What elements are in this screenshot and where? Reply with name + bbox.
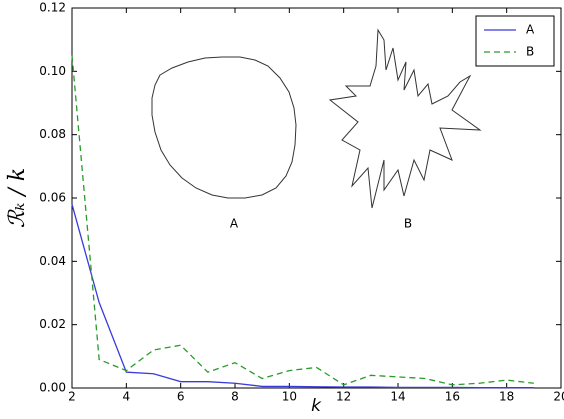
annotation: A [230,217,239,231]
x-tick-label: 18 [499,390,514,404]
x-tick-label: 12 [336,390,351,404]
legend-box [475,15,555,67]
shape-a [151,56,297,199]
x-tick-label: 2 [68,390,76,404]
x-axis-label: k [311,396,322,415]
data-line [71,204,534,389]
x-tick-label: 10 [282,390,297,404]
annotation: B [404,217,412,231]
x-tick-label: 14 [390,390,405,404]
legend-label: A [526,23,535,37]
y-axis-label: ℛₖ / k [5,168,30,228]
y-tick-label: 0.02 [39,317,66,331]
x-tick-label: 6 [177,390,185,404]
x-tick-label: 8 [231,390,239,404]
y-tick-label: 0.12 [39,1,66,15]
y-tick-label: 0.10 [39,64,66,78]
x-tick-label: 16 [445,390,460,404]
y-tick-label: 0.06 [39,191,66,205]
y-tick-label: 0.00 [39,381,66,395]
shape-b [328,28,482,209]
legend-label: B [526,45,534,59]
y-tick-label: 0.04 [39,254,66,268]
y-tick-label: 0.08 [39,127,66,141]
x-tick-label: 4 [123,390,131,404]
data-line [71,55,534,386]
x-tick-label: 20 [553,390,564,404]
